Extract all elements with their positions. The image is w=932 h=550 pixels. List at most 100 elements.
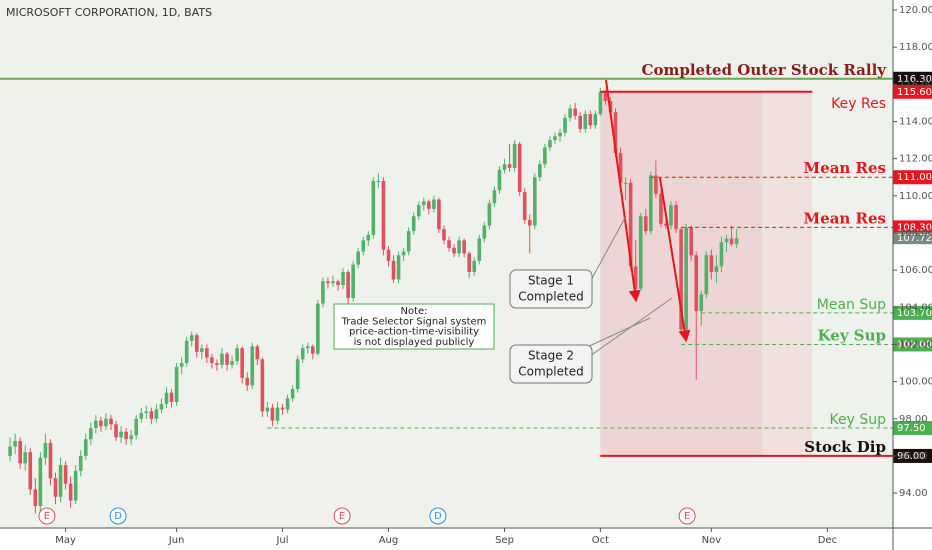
candle-body xyxy=(48,442,53,479)
event-label: D xyxy=(434,511,442,522)
event-marker xyxy=(678,507,696,525)
callout-text: Completed xyxy=(518,364,583,378)
candle-body xyxy=(164,392,169,404)
candle-body xyxy=(139,413,144,419)
x-tick-label: Oct xyxy=(592,535,609,546)
y-tick-label: 116.00 xyxy=(899,79,932,90)
price-tag-label: 97.50 xyxy=(897,423,926,434)
candle-body xyxy=(290,389,295,399)
price-tag xyxy=(893,220,932,235)
candle-body xyxy=(633,266,638,289)
candle-body xyxy=(109,418,113,425)
y-tick-label: 114.00 xyxy=(899,117,932,128)
candle-body xyxy=(724,238,729,243)
y-tick-label: 112.00 xyxy=(899,154,932,165)
candle-body xyxy=(563,117,567,133)
candle-body xyxy=(492,190,497,204)
candle-body xyxy=(472,260,477,272)
candle-body xyxy=(482,225,487,239)
candle-body xyxy=(623,182,628,184)
candle-body xyxy=(33,489,38,507)
x-tick-label: Nov xyxy=(702,535,722,546)
candle-body xyxy=(437,199,441,230)
arrow xyxy=(659,177,691,343)
level-name: Key Sup xyxy=(830,412,887,428)
callout-text: Completed xyxy=(518,289,583,303)
price-tag xyxy=(893,448,932,463)
shaded-zone xyxy=(761,91,813,456)
candle-body xyxy=(649,175,653,232)
candle-body xyxy=(714,266,719,272)
y-tick-label: 120.00 xyxy=(899,5,932,16)
candle-body xyxy=(371,180,376,235)
candle-body xyxy=(452,247,456,254)
arrow xyxy=(605,79,641,303)
candle-body xyxy=(638,216,643,289)
price-tag xyxy=(893,337,932,352)
candle-body xyxy=(719,242,724,267)
candle-body xyxy=(270,407,275,421)
x-tick-label: Aug xyxy=(379,535,399,546)
event-marker xyxy=(38,507,56,525)
y-tick-label: 118.00 xyxy=(899,42,932,53)
candle-body xyxy=(104,418,108,427)
x-tick-label: May xyxy=(55,535,76,546)
event-label: D xyxy=(114,511,122,522)
candle-body xyxy=(467,253,472,272)
candle-body xyxy=(89,428,93,440)
candle-body xyxy=(73,470,78,501)
candle-body xyxy=(28,452,33,490)
candle-body xyxy=(144,411,149,414)
callout-box xyxy=(333,303,495,350)
candle-body xyxy=(99,420,103,427)
candle-body xyxy=(548,140,552,148)
y-tick-label: 98.00 xyxy=(899,414,928,425)
event-label: E xyxy=(44,511,50,522)
candle-body xyxy=(603,91,608,102)
y-tick-label: 108.00 xyxy=(899,228,932,239)
candle-body xyxy=(709,255,714,272)
price-tag xyxy=(893,305,932,320)
candle-body xyxy=(421,201,426,206)
price-tag xyxy=(893,170,932,185)
candle-body xyxy=(442,229,446,241)
candle-body xyxy=(578,115,582,129)
candle-body xyxy=(381,180,386,250)
callout-box xyxy=(509,269,593,309)
candle-body xyxy=(78,455,83,471)
candle-body xyxy=(63,465,68,484)
event-marker xyxy=(109,507,127,525)
candle-body xyxy=(159,403,164,410)
event-label: E xyxy=(684,511,690,522)
callout-text: Stage 2 xyxy=(528,349,574,363)
candle-body xyxy=(179,363,184,367)
candle-body xyxy=(53,478,58,497)
price-tag-label: 108.30 xyxy=(897,222,932,233)
candle-body xyxy=(613,112,618,154)
candle-body xyxy=(285,398,290,410)
candle-body xyxy=(406,231,411,252)
callout-leader xyxy=(589,215,627,283)
price-tag xyxy=(893,421,932,436)
candle-body xyxy=(679,229,683,330)
candle-body xyxy=(729,238,734,245)
candle-body xyxy=(391,260,396,280)
candle-body xyxy=(38,457,43,507)
candle-body xyxy=(58,465,63,497)
event-label: E xyxy=(339,511,345,522)
candle-body xyxy=(184,340,189,364)
chart-title: MICROSOFT CORPORATION, 1D, BATS xyxy=(6,6,212,19)
candle-body xyxy=(305,346,310,349)
candle-body xyxy=(361,240,366,252)
last-price-tag xyxy=(893,232,932,245)
candle-body xyxy=(119,431,123,438)
candle-body xyxy=(427,201,431,209)
candle-body xyxy=(200,348,204,352)
candle-body xyxy=(416,205,421,217)
x-tick-label: Sep xyxy=(495,535,514,546)
candle-body xyxy=(664,223,668,226)
candle-body xyxy=(134,418,139,436)
candle-body xyxy=(346,271,350,298)
candle-body xyxy=(154,409,159,419)
candle-body xyxy=(538,164,542,178)
